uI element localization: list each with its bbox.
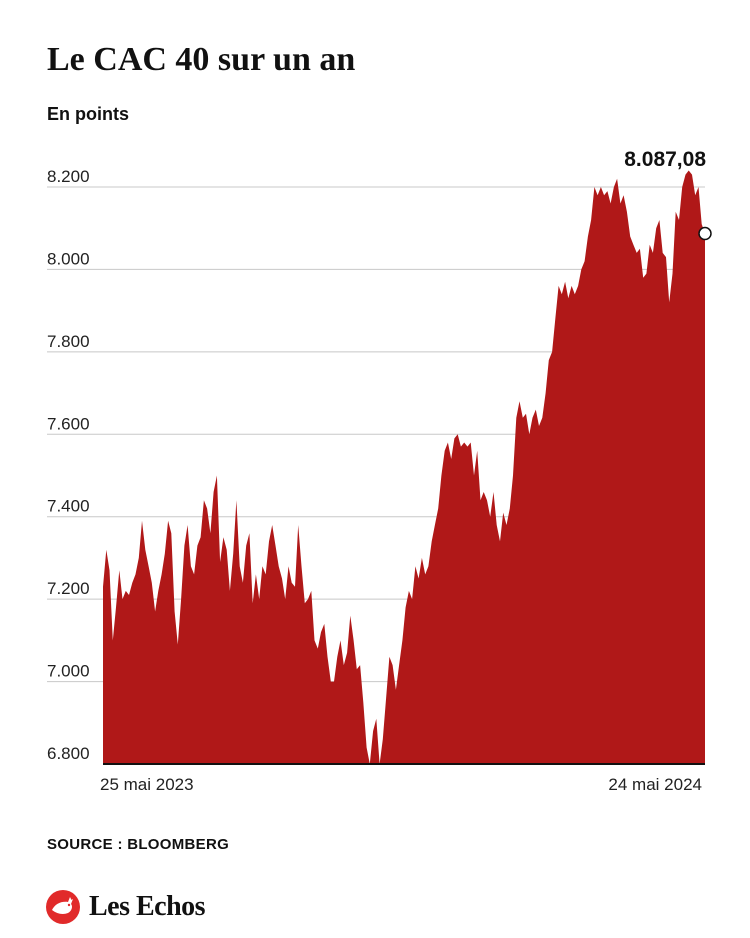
x-label-start: 25 mai 2023 [100,775,194,794]
y-tick-label-7000: 7.000 [47,662,90,681]
tick-labels: 6.800 7.000 7.200 7.400 7.600 7.800 8.000 8.200… [47,148,706,794]
y-tick-label-7600: 7.600 [47,414,90,433]
page-title: Le CAC 40 sur un an [47,41,356,78]
last-value-marker [698,226,712,241]
les-echos-rooster-logo-icon [46,890,80,924]
area-series-group [103,170,712,765]
cac40-area-chart: 6.800 7.000 7.200 7.400 7.600 7.800 8.000 8.200… [47,148,712,794]
y-tick-label-7200: 7.200 [47,579,90,598]
chart-subtitle: En points [47,104,129,124]
y-tick-label-6800: 6.800 [47,744,90,763]
y-tick-label-8000: 8.000 [47,249,90,268]
y-tick-label-7400: 7.400 [47,497,90,516]
cac40-area [103,170,705,764]
y-tick-label-7800: 7.800 [47,332,90,351]
y-tick-label-8200: 8.200 [47,167,90,186]
source-note: SOURCE : BLOOMBERG [47,836,230,853]
brand-logo: Les Echos [45,888,206,926]
brand-name: Les Echos [89,891,206,922]
x-label-end: 24 mai 2024 [608,775,702,794]
last-value-label: 8.087,08 [624,148,706,171]
